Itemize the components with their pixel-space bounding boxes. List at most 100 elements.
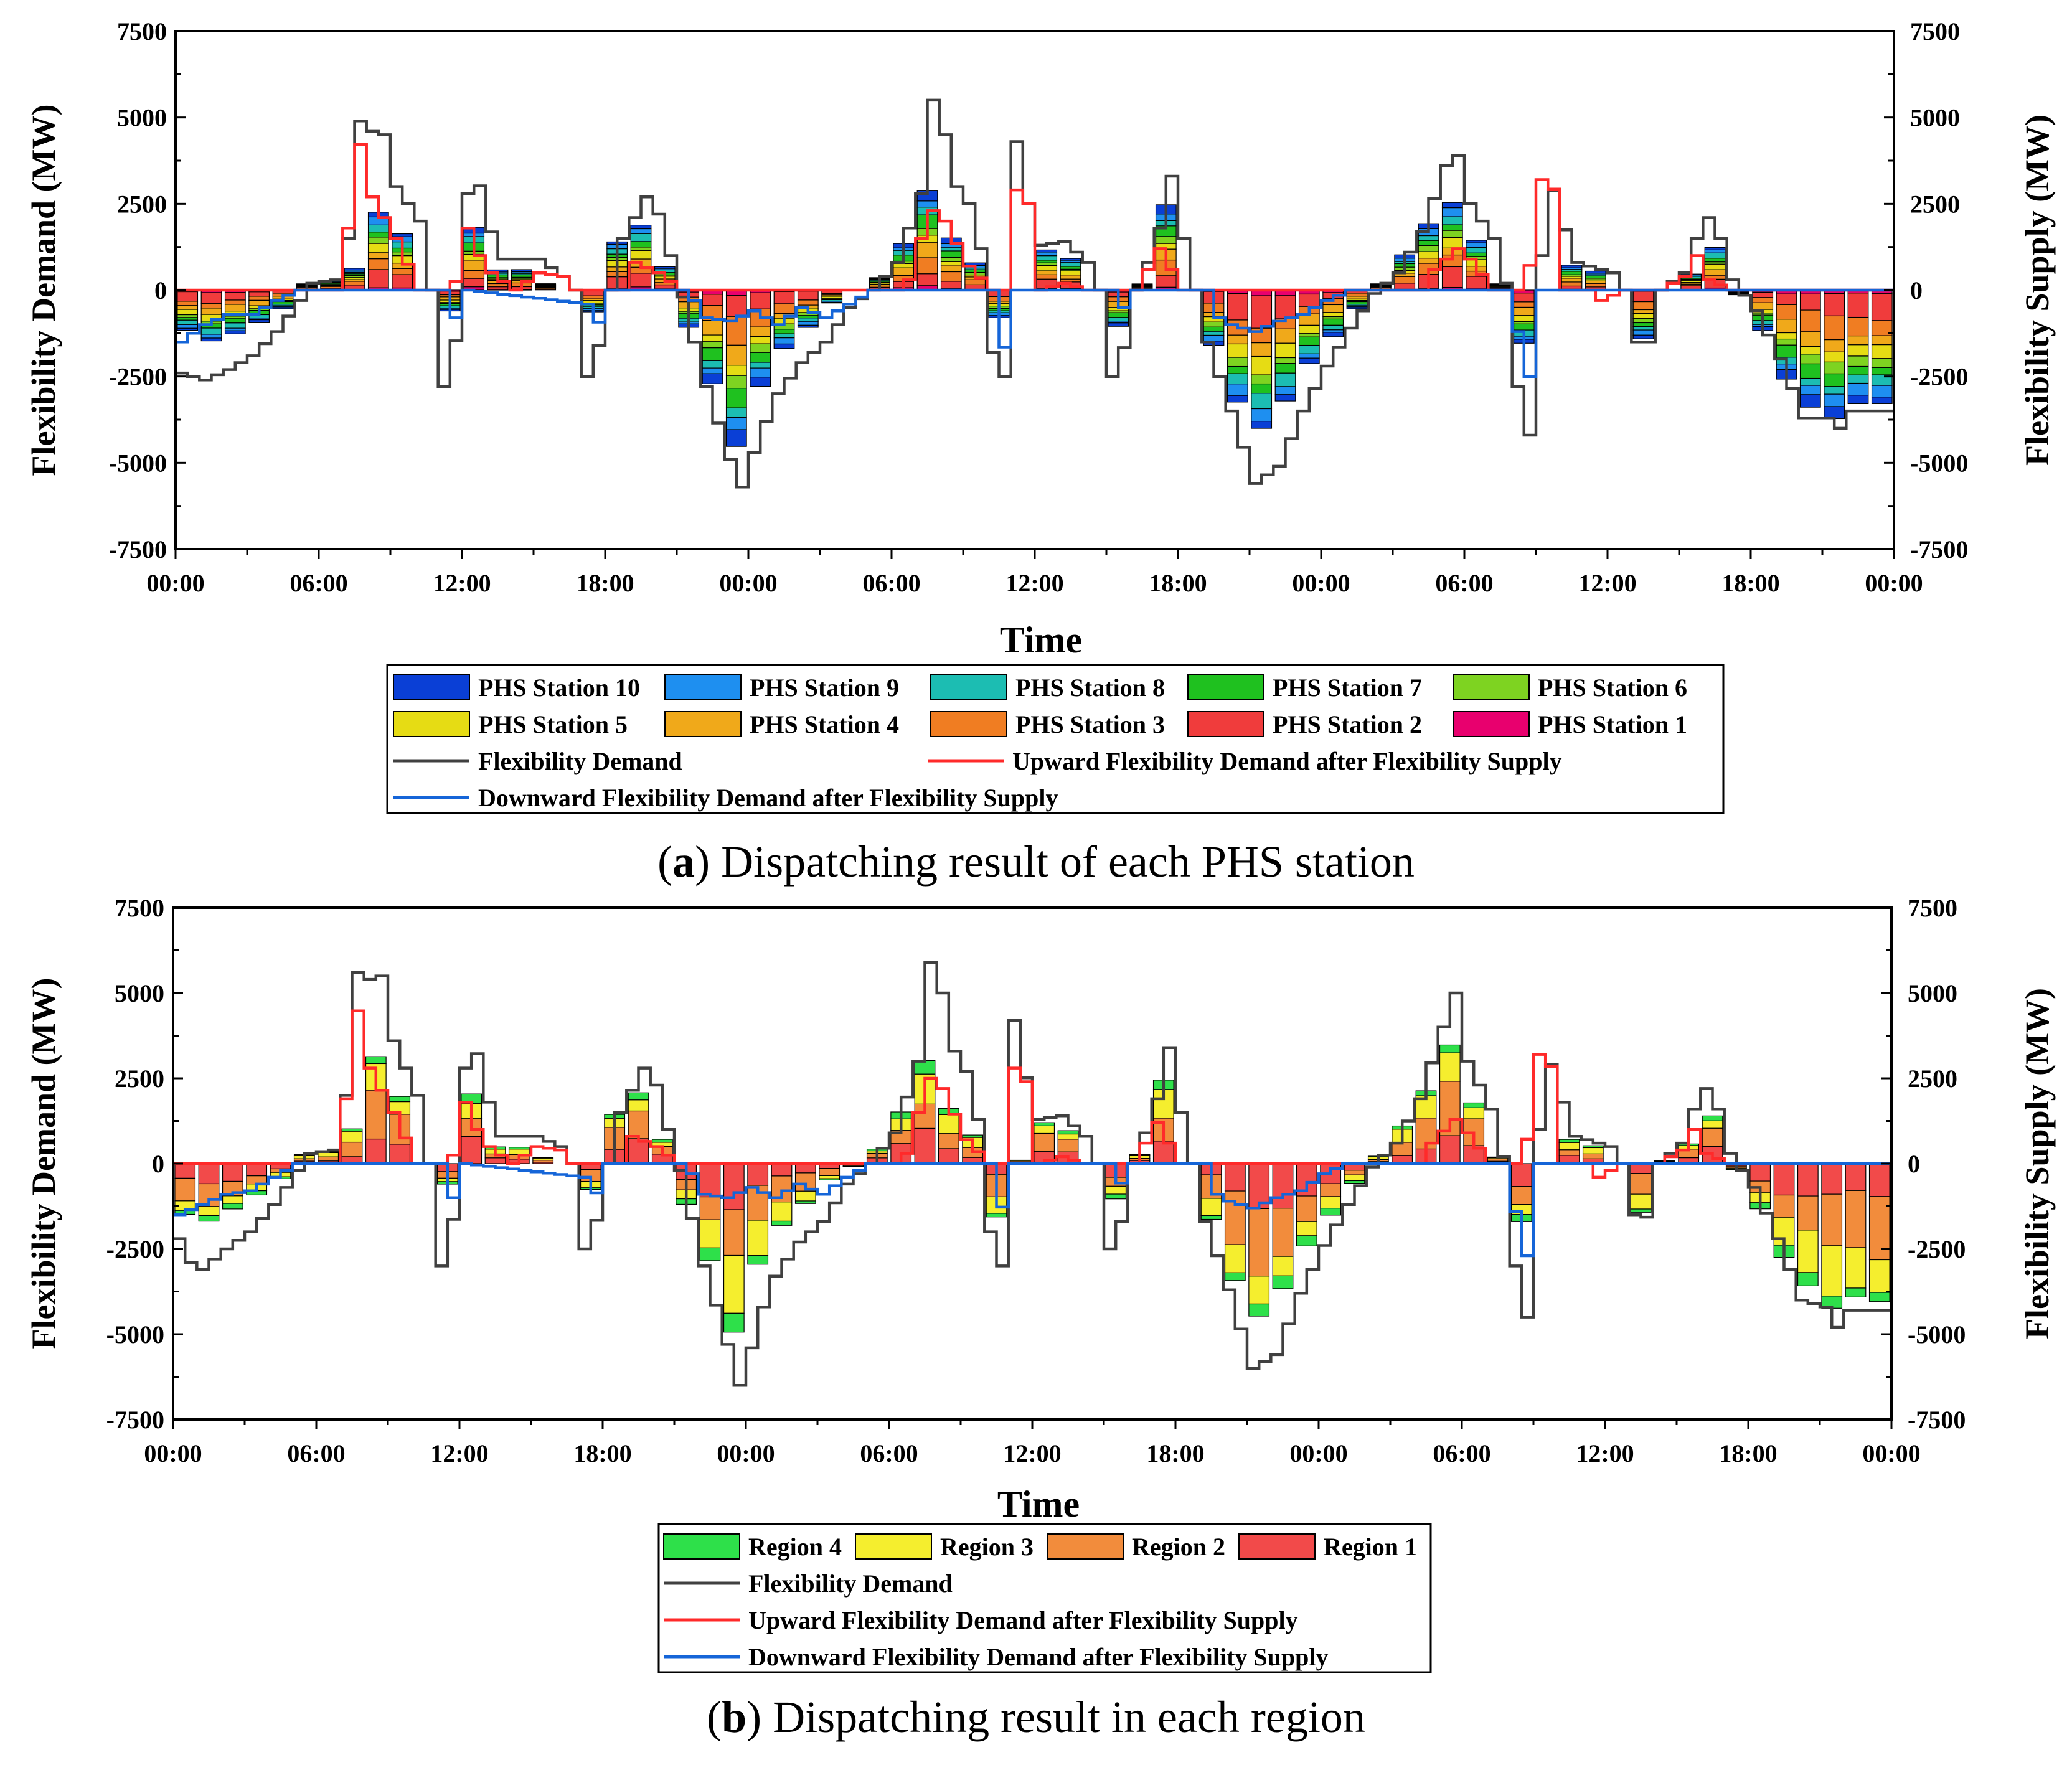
bar-segment-phs-station-10 [1466, 240, 1487, 243]
legend-swatch-phs-station-10 [393, 674, 470, 700]
bar-segment-phs-station-2 [1799, 293, 1821, 311]
y-tick-label-right: 7500 [1910, 17, 1960, 45]
bar-segment-phs-station-2 [1394, 283, 1416, 290]
bar-segment-phs-station-5 [1513, 315, 1535, 322]
bar-segment-phs-station-7 [1847, 365, 1869, 375]
bar-segment-phs-station-8 [702, 360, 723, 369]
bar-segment-phs-station-7 [1322, 318, 1344, 326]
bar-segment-phs-station-10 [177, 327, 199, 331]
bar-segment-region-1 [1439, 1135, 1461, 1164]
bar-segment-region-2 [938, 1133, 959, 1149]
x-tick-label: 06:00 [287, 1439, 345, 1467]
bar-segment-phs-station-4 [1060, 275, 1081, 280]
bar-segment-phs-station-10 [535, 283, 557, 285]
bar-segment-phs-station-6 [1227, 357, 1248, 367]
bar-segment-region-3 [1821, 1245, 1843, 1297]
bar-segment-phs-station-10 [1274, 394, 1296, 402]
bar-segment-region-2 [1797, 1195, 1819, 1231]
y-tick-label-right: -7500 [1908, 1406, 1966, 1434]
bar-segment-phs-station-6 [1251, 374, 1273, 385]
bar-segment-phs-station-10 [773, 343, 795, 349]
bar-segment-region-3 [1248, 1276, 1270, 1305]
bar-segment-phs-station-2 [940, 281, 962, 289]
bar-segment-region-1 [723, 1163, 745, 1210]
bar-segment-region-2 [365, 1090, 387, 1140]
bar-segment-region-3 [1439, 1052, 1461, 1082]
bar-segment-region-3 [1224, 1244, 1246, 1273]
y-tick-label-right: 0 [1908, 1150, 1920, 1178]
bar-segment-phs-station-4 [725, 344, 747, 366]
bar-segment-region-4 [1845, 1287, 1867, 1297]
bar-segment-phs-station-3 [1394, 276, 1416, 284]
bar-segment-region-4 [365, 1056, 387, 1065]
bar-segment-phs-station-8 [1441, 216, 1463, 225]
bar-segment-phs-station-5 [940, 261, 962, 266]
bar-segment-phs-station-5 [725, 365, 747, 376]
bar-segment-phs-station-5 [1322, 312, 1344, 318]
bar-segment-phs-station-7 [1513, 323, 1535, 331]
x-tick-label: 18:00 [1721, 569, 1779, 597]
bar-segment-phs-station-4 [177, 305, 199, 310]
bar-segment-phs-station-10 [1871, 397, 1893, 404]
bar-segment-region-2 [699, 1196, 721, 1220]
bar-segment-region-4 [794, 1200, 816, 1204]
y-tick-label-left: 7500 [115, 894, 164, 922]
bar-segment-phs-station-2 [750, 292, 771, 309]
bar-segment-phs-station-8 [1274, 372, 1296, 387]
chart-a-caption-letter: a [672, 837, 695, 887]
y-tick-label-right: 2500 [1908, 1065, 1957, 1093]
bar-segment-phs-station-7 [1776, 344, 1797, 358]
legend-swatch-phs-station-2 [1187, 711, 1264, 737]
bar-segment-region-3 [318, 1152, 339, 1157]
bar-segment-region-4 [699, 1247, 721, 1261]
bar-segment-phs-station-9 [1824, 393, 1845, 407]
bar-segment-phs-station-10 [1298, 357, 1320, 364]
bar-segment-phs-station-7 [1060, 266, 1081, 270]
bar-segment-phs-station-8 [773, 333, 795, 339]
bar-segment-region-3 [1105, 1185, 1127, 1195]
bar-segment-phs-station-6 [1776, 338, 1797, 346]
bar-segment-region-4 [1200, 1215, 1222, 1220]
bar-segment-region-4 [1344, 1180, 1365, 1184]
x-tick-label: 00:00 [717, 1439, 775, 1467]
bar-segment-phs-station-6 [1155, 236, 1177, 244]
bar-segment-region-3 [628, 1099, 649, 1112]
bar-segment-phs-station-2 [1298, 293, 1320, 307]
chart-b-caption-letter: b [722, 1692, 746, 1742]
bar-segment-region-4 [1320, 1208, 1342, 1216]
bar-segment-region-2 [1320, 1183, 1342, 1197]
bar-segment-region-4 [986, 1213, 1007, 1218]
bar-segment-phs-station-6 [1274, 357, 1296, 364]
bar-segment-phs-station-2 [1227, 293, 1248, 321]
bar-segment-phs-station-4 [702, 320, 723, 336]
legend-swatch-phs-station-3 [930, 711, 1007, 737]
bar-segment-phs-station-3 [200, 303, 222, 309]
bar-segment-phs-station-5 [1274, 342, 1296, 359]
x-tick-label: 00:00 [1862, 1439, 1920, 1467]
bar-segment-phs-station-10 [630, 225, 652, 230]
bar-segment-region-3 [1296, 1221, 1317, 1236]
bar-segment-region-3 [222, 1195, 243, 1204]
bar-segment-phs-station-4 [1871, 335, 1893, 346]
bar-segment-region-2 [819, 1168, 841, 1176]
y-tick-label-left: -7500 [109, 535, 167, 563]
chart-a-caption-paren: ( [657, 837, 672, 887]
bar-segment-phs-station-2 [1561, 285, 1583, 289]
x-tick-label: 06:00 [1433, 1439, 1490, 1467]
bar-segment-region-4 [1558, 1139, 1580, 1143]
legend-swatch-phs-station-6 [1453, 674, 1530, 700]
chart-b-y-ticks: 7500 7500 5000 5000 2500 2500 0 0 -2500 -2500 -500… [106, 894, 1966, 1434]
bar-segment-region-4 [222, 1203, 243, 1210]
bar-segment-region-4 [651, 1139, 673, 1143]
bar-segment-phs-station-3 [344, 281, 365, 286]
bar-segment-phs-station-8 [367, 224, 389, 233]
bar-segment-phs-station-10 [654, 266, 676, 269]
bar-segment-phs-station-5 [1632, 313, 1654, 319]
bar-segment-phs-station-10 [750, 377, 771, 387]
bar-segment-phs-station-9 [1632, 329, 1654, 336]
bar-segment-phs-station-8 [224, 322, 246, 329]
bar-segment-phs-station-5 [1441, 237, 1463, 248]
bar-segment-phs-station-6 [1632, 318, 1654, 324]
bar-segment-region-2 [341, 1141, 363, 1157]
y-tick-label-right: -2500 [1908, 1235, 1966, 1263]
